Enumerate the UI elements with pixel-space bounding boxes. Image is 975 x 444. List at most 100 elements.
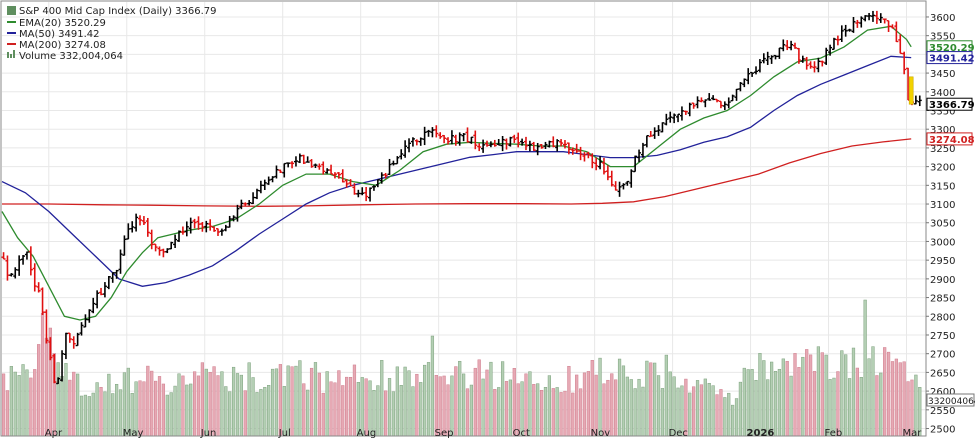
volume-bar (563, 390, 567, 437)
y-tick-label: 2500 (930, 425, 955, 436)
volume-bar (115, 383, 119, 437)
price-bar (60, 350, 65, 382)
y-tick-label: 2650 (930, 368, 955, 379)
price-bar (461, 133, 466, 142)
price-bar (656, 125, 661, 136)
price-bar (512, 134, 517, 143)
price-bar (781, 39, 786, 52)
volume-bar (267, 385, 271, 437)
price-bar (317, 163, 322, 170)
price-bar (414, 139, 419, 146)
volume-bar (629, 379, 633, 437)
volume-bar (820, 352, 824, 437)
volume-bar (200, 362, 205, 437)
y-tick-label: 2800 (930, 312, 955, 323)
price-bar (387, 158, 392, 175)
price-bar (418, 137, 423, 146)
price-bar (894, 21, 899, 43)
price-bar (469, 136, 474, 144)
volume-bar (582, 372, 587, 437)
price-bar (898, 34, 903, 55)
volume-bar (251, 377, 255, 437)
price-bar (99, 287, 104, 296)
price-bar (485, 140, 490, 147)
price-bar (24, 251, 29, 260)
price-bar (219, 228, 224, 236)
price-bar (590, 153, 595, 169)
volume-bar (387, 378, 392, 437)
price-bar (321, 161, 326, 175)
price-bar (617, 181, 622, 197)
price-bar (570, 147, 575, 155)
price-bar (496, 139, 501, 146)
volume-bar (376, 385, 380, 437)
price-bar (177, 230, 182, 242)
price-bar (157, 246, 162, 256)
volume-bar (95, 382, 99, 437)
price-bar (254, 188, 259, 200)
volume-bar (770, 361, 774, 437)
volume-tag: 332004064 (926, 393, 975, 407)
volume-bar (902, 361, 906, 437)
price-bar (730, 94, 735, 102)
price-bar (539, 144, 544, 149)
y-tick-label: 3050 (930, 219, 955, 230)
volume-bar (161, 383, 166, 437)
price-bar (559, 139, 564, 147)
volume-bar (738, 381, 743, 437)
price-bar (789, 40, 794, 51)
volume-bar (407, 370, 411, 437)
y-tick-label: 2700 (930, 350, 955, 361)
price-bar (800, 55, 805, 63)
volume-bar (83, 394, 88, 437)
volume-bar (789, 375, 793, 437)
price-bar (828, 44, 833, 56)
volume-bar (465, 388, 470, 437)
volume-bar (477, 359, 481, 437)
price-bar (48, 337, 53, 361)
volume-bar (485, 369, 489, 437)
volume-bar (547, 375, 551, 437)
volume-bar (688, 392, 692, 437)
volume-bar (333, 382, 337, 437)
volume-bar (235, 373, 240, 437)
price-bar (204, 220, 209, 233)
price-bar (383, 172, 388, 179)
volume-bar (816, 346, 821, 437)
price-bar (917, 95, 922, 107)
price-bar (773, 54, 778, 60)
volume-bar (29, 377, 33, 437)
price-bar (356, 189, 361, 198)
price-bar (75, 332, 80, 347)
price-bar (761, 53, 766, 64)
price-bar (130, 221, 135, 233)
volume-bar (231, 366, 236, 437)
volume-bar (711, 385, 715, 437)
ma50-tag: 3491.42 (926, 51, 975, 65)
volume-bar (610, 373, 614, 437)
price-bar (71, 336, 76, 349)
price-bar (531, 141, 536, 151)
volume-bar (528, 371, 532, 437)
volume-bar (875, 375, 879, 437)
ema20-tag-label: 3520.29 (929, 43, 975, 54)
price-bar (449, 130, 454, 145)
volume-bar (742, 367, 746, 437)
price-bar (691, 102, 696, 109)
ma200-tag: 3274.08 (926, 132, 975, 146)
volume-bar (348, 377, 353, 437)
price-bar (13, 267, 18, 279)
price-bars (1, 10, 922, 385)
volume-bar (430, 335, 435, 437)
volume-bar (403, 366, 407, 437)
volume-bar (851, 347, 856, 437)
volume-bar (699, 384, 704, 437)
volume-bar (559, 392, 563, 437)
volume-bar (325, 371, 329, 437)
x-tick-label: Oct (513, 428, 530, 439)
price-bar (874, 10, 879, 24)
volume-bar (76, 373, 80, 437)
price-bar (106, 276, 111, 290)
price-bar (652, 127, 657, 139)
volume-bar (567, 365, 571, 437)
